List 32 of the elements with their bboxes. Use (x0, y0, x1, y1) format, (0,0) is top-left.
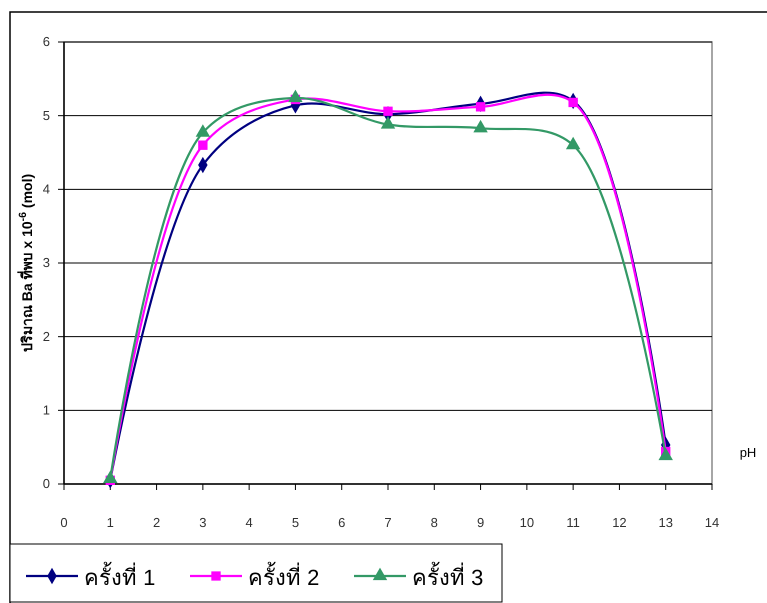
point (383, 106, 393, 116)
y-tick-label: 1 (42, 402, 50, 418)
legend-label: ครั้งที่ 2 (248, 562, 320, 590)
x-tick-label: 14 (704, 515, 720, 530)
point (658, 448, 673, 460)
x-tick-label: 0 (60, 515, 68, 530)
x-tick-label: 3 (199, 515, 206, 530)
point (103, 471, 118, 484)
x-tick-label: 6 (338, 515, 346, 530)
x-tick-label: 5 (292, 515, 300, 530)
y-tick-label: 5 (42, 108, 50, 123)
y-tick-label: 2 (42, 328, 50, 344)
y-tick-label: 6 (42, 34, 50, 50)
point (476, 102, 486, 112)
y-tick-label: 0 (42, 476, 50, 492)
x-tick-label: 8 (430, 515, 438, 530)
legend-label: ครั้งที่ 3 (412, 562, 484, 590)
point (198, 140, 208, 150)
x-axis-title: pH (740, 445, 756, 460)
x-tick-label: 10 (520, 515, 534, 530)
x-tick-label: 1 (106, 515, 114, 530)
x-tick-label: 7 (384, 515, 392, 530)
x-tick-label: 12 (612, 515, 627, 530)
x-tick-label: 13 (658, 515, 673, 530)
y-tick-label: 4 (42, 181, 50, 196)
y-tick-label: 3 (42, 255, 50, 270)
point (568, 98, 578, 108)
x-tick-label: 4 (246, 515, 253, 530)
legend-label: ครั้งที่ 1 (84, 562, 156, 590)
x-tick-label: 2 (152, 515, 160, 530)
x-tick-label: 9 (476, 515, 484, 530)
x-tick-label: 11 (566, 515, 580, 530)
